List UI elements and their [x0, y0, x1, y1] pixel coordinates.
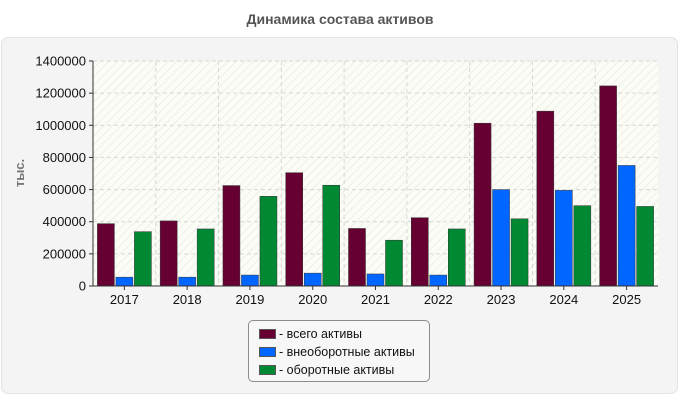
y-tick-label: 0	[79, 279, 86, 294]
legend-swatch-icon	[259, 329, 276, 339]
legend-swatch-icon	[259, 347, 276, 357]
bar	[366, 273, 385, 287]
y-tick-label: 200000	[43, 246, 86, 261]
legend-item: - всего активы	[259, 325, 429, 343]
bar	[303, 272, 322, 287]
legend-item: - оборотные активы	[259, 361, 429, 379]
bar	[134, 231, 152, 287]
bar	[492, 189, 510, 287]
legend-item: - внеоборотные активы	[259, 343, 429, 361]
y-tick-label: 400000	[43, 214, 86, 229]
y-tick-label: 1000000	[35, 118, 86, 133]
y-tick-label: 800000	[43, 150, 86, 165]
bar	[222, 185, 241, 287]
chart-title: Динамика состава активов	[246, 11, 434, 27]
y-tick-labels: 0 200000 400000 600000 800000 1000000 1200000 1…	[35, 54, 86, 294]
bar	[178, 276, 196, 287]
bar	[636, 206, 654, 287]
x-tick-label: 2024	[549, 292, 578, 307]
bar	[473, 122, 492, 287]
bar	[259, 196, 278, 287]
y-axis-label: тыс.	[12, 159, 27, 187]
x-tick-label: 2025	[612, 292, 641, 307]
bar	[573, 205, 592, 287]
bar	[385, 239, 403, 287]
bar	[159, 220, 178, 287]
bar	[241, 274, 259, 287]
bar	[196, 228, 215, 287]
bar	[599, 85, 617, 287]
bar	[448, 228, 466, 287]
bar	[285, 172, 303, 287]
axes	[89, 60, 658, 290]
bar	[510, 218, 529, 287]
legend-label: - оборотные активы	[279, 363, 395, 377]
bar	[322, 184, 340, 287]
x-tick-label: 2020	[298, 292, 327, 307]
chart-legend: - всего активы - внеоборотные активы - о…	[248, 320, 430, 382]
legend-label: - всего активы	[279, 327, 362, 341]
bar	[348, 228, 366, 287]
y-tick-label: 1400000	[35, 54, 86, 69]
x-tick-label: 2023	[487, 292, 516, 307]
bar	[115, 276, 134, 287]
y-tick-label: 1200000	[35, 86, 86, 101]
bar	[536, 110, 555, 287]
x-tick-labels: 2017 2018 2019 2020 2021 2022 2023 2024 2025	[110, 292, 641, 307]
x-tick-label: 2019	[235, 292, 264, 307]
bar	[411, 217, 429, 287]
x-tick-label: 2018	[173, 292, 202, 307]
bar	[97, 223, 115, 287]
x-tick-label: 2017	[110, 292, 139, 307]
bar	[555, 190, 573, 287]
legend-swatch-icon	[259, 365, 276, 375]
bars	[97, 85, 654, 287]
bar	[617, 165, 636, 287]
legend-label: - внеоборотные активы	[279, 345, 415, 359]
bar	[429, 274, 448, 287]
plot-area	[93, 61, 658, 286]
x-tick-label: 2022	[424, 292, 453, 307]
x-tick-label: 2021	[361, 292, 390, 307]
y-tick-label: 600000	[43, 182, 86, 197]
